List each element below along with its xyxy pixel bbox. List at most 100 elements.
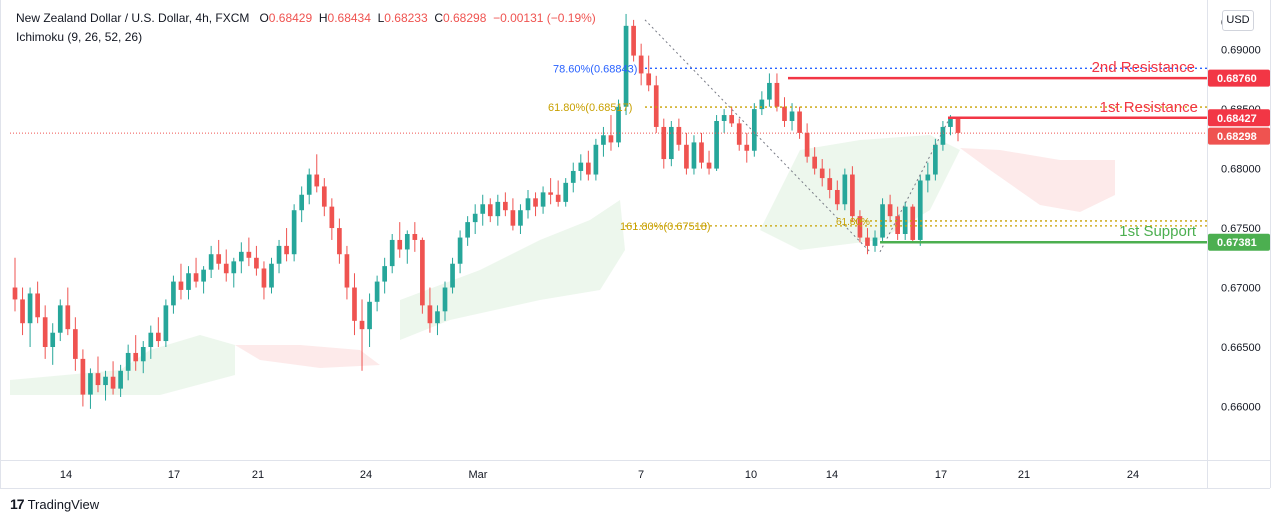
candle — [706, 162, 712, 169]
candle — [570, 170, 576, 183]
candle — [812, 156, 818, 169]
candle — [238, 251, 244, 262]
candle — [231, 261, 237, 274]
candle — [661, 126, 667, 160]
x-tick-label: 17 — [168, 469, 180, 481]
candle — [925, 174, 931, 181]
candle — [306, 174, 312, 195]
candle — [254, 257, 259, 269]
candle — [563, 182, 569, 202]
candle — [171, 281, 176, 306]
x-tick-label: 24 — [1127, 469, 1139, 481]
candle — [269, 263, 274, 288]
candle — [767, 82, 772, 100]
candle — [487, 204, 493, 217]
candle — [933, 144, 938, 175]
symbol-title: New Zealand Dollar / U.S. Dollar, 4h, FX… — [16, 11, 250, 25]
candle — [412, 234, 418, 240]
candle — [638, 55, 644, 74]
price-tag — [1208, 109, 1270, 127]
candle — [472, 213, 478, 223]
candle — [699, 142, 704, 163]
candle — [578, 162, 584, 171]
candle — [857, 216, 863, 238]
x-tick-label: 24 — [360, 469, 372, 481]
tradingview-logo-icon: 17 — [10, 496, 25, 512]
candle — [631, 25, 636, 56]
high-value: 0.68434 — [327, 11, 371, 25]
candle — [827, 178, 833, 190]
y-tick-label: 0.67000 — [1221, 283, 1261, 295]
tradingview-logo[interactable]: 17 TradingView — [10, 496, 99, 512]
candle — [261, 268, 267, 288]
close-value: 0.68298 — [443, 11, 487, 25]
x-tick-label: 10 — [745, 469, 757, 481]
fib-trend-line — [879, 117, 951, 253]
candle — [616, 106, 621, 143]
candle — [133, 352, 139, 362]
candle — [457, 237, 463, 264]
high-label: H — [318, 11, 328, 25]
y-tick-label: 0.67500 — [1221, 223, 1261, 235]
y-tick-label: 0.66500 — [1221, 342, 1261, 354]
candle — [344, 254, 350, 288]
ichimoku-cloud-bullish — [10, 335, 235, 395]
candle — [284, 245, 289, 255]
fib-level-label: 78.60%(0.68843) — [553, 63, 637, 75]
candle — [20, 299, 25, 324]
candle — [374, 281, 380, 302]
candle — [314, 174, 320, 187]
level-name-label: 1st Support — [1119, 223, 1197, 240]
candle — [797, 111, 802, 133]
candle — [35, 293, 40, 318]
candle — [186, 273, 191, 290]
level-name-label: 2nd Resistance — [1092, 59, 1195, 76]
candle — [744, 144, 750, 151]
candle — [103, 376, 108, 386]
candle — [140, 347, 146, 362]
candle — [955, 117, 961, 133]
fib-level-label: 61.80%(0.68517) — [548, 102, 632, 114]
currency-button[interactable]: USD — [1222, 10, 1254, 31]
candle — [352, 287, 357, 321]
candle — [525, 198, 531, 211]
candle — [389, 239, 395, 267]
candle — [480, 204, 486, 214]
x-tick-label: 14 — [60, 469, 72, 481]
candle — [593, 144, 599, 175]
candle — [110, 376, 116, 389]
candle — [442, 287, 448, 312]
ichimoku-cloud-bearish — [235, 345, 380, 368]
candle — [163, 305, 169, 342]
candle — [435, 311, 440, 324]
candle — [329, 206, 335, 229]
candle — [321, 186, 327, 207]
candle — [404, 234, 410, 250]
candle — [465, 222, 470, 238]
current-price-tag — [1208, 127, 1270, 145]
x-tick-label: 21 — [252, 469, 264, 481]
candle — [57, 305, 63, 333]
candle — [246, 251, 252, 258]
candle — [450, 263, 455, 288]
candle — [299, 194, 305, 211]
candle — [917, 180, 923, 240]
change-value: −0.00131 (−0.19%) — [493, 11, 596, 25]
indicator-legend[interactable]: Ichimoku (9, 26, 52, 26) — [16, 30, 142, 44]
candle — [73, 329, 78, 359]
candle — [865, 237, 870, 246]
candle — [223, 263, 229, 274]
candle — [337, 228, 342, 255]
x-tick-label: Mar — [469, 469, 488, 481]
candle — [586, 162, 591, 175]
candle — [910, 206, 916, 240]
candle — [880, 204, 885, 238]
candle — [155, 332, 161, 342]
candle — [193, 273, 199, 282]
candle — [359, 320, 365, 330]
low-label: L — [377, 11, 385, 25]
y-tick-label: 0.68000 — [1221, 164, 1261, 176]
candle — [842, 174, 848, 205]
price-tag-label: 0.67381 — [1217, 237, 1257, 249]
